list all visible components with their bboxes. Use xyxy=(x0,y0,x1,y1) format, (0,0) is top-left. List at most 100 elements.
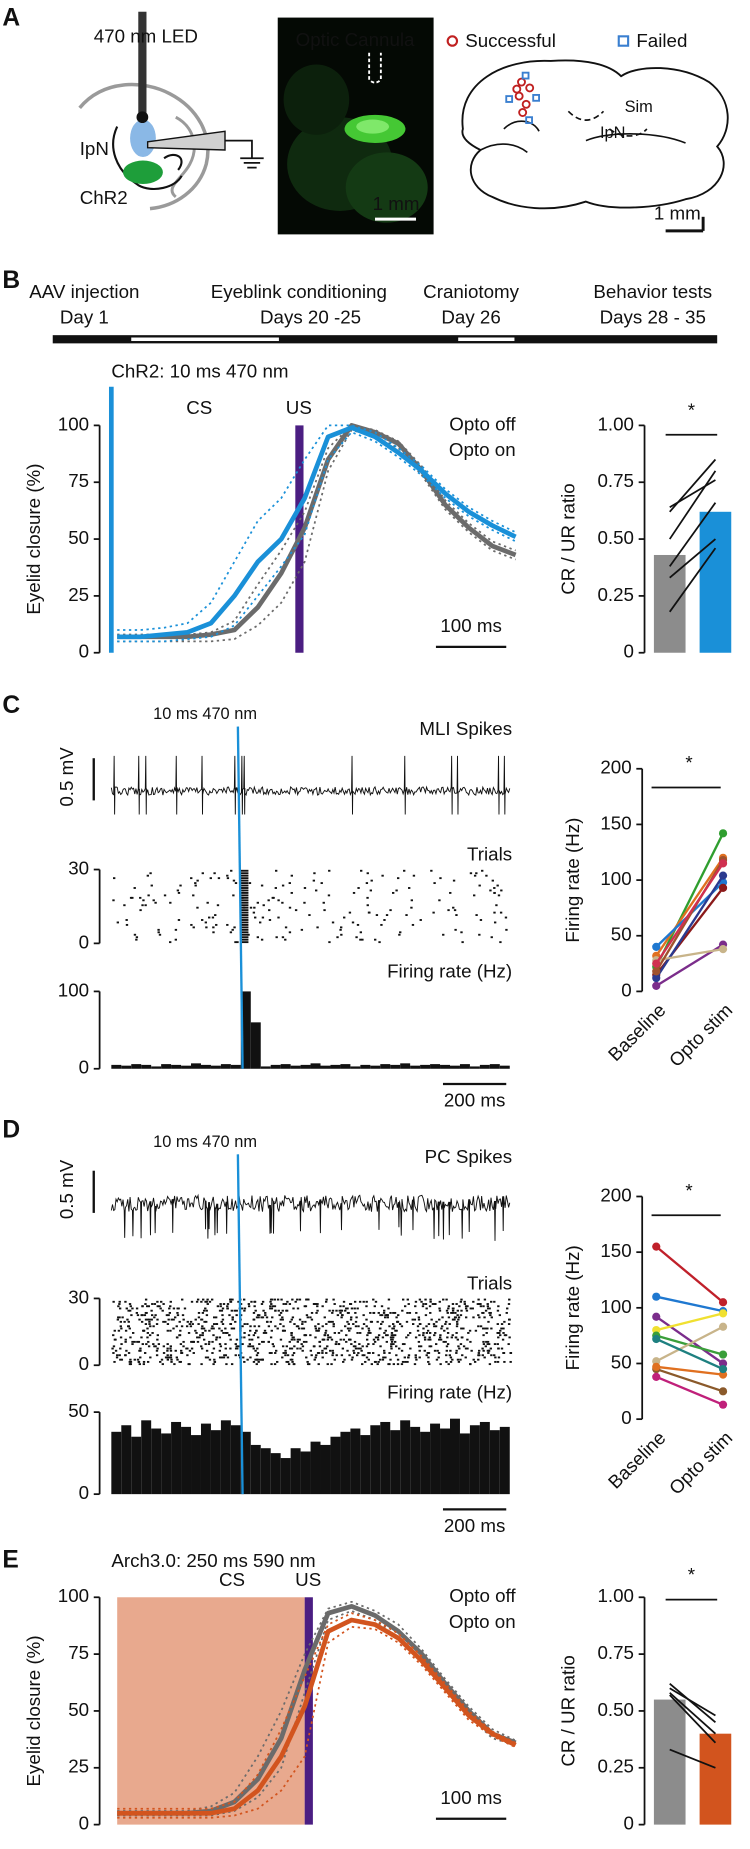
raster-dot xyxy=(442,933,445,936)
raster-dot xyxy=(309,1334,312,1337)
raster-dot xyxy=(256,936,260,939)
raster-dot xyxy=(491,879,494,882)
raster-dot xyxy=(202,1298,205,1301)
raster-dot xyxy=(167,1314,170,1317)
raster-dot xyxy=(247,1334,251,1337)
raster-dot xyxy=(301,1349,304,1352)
raster-dot xyxy=(445,1349,448,1352)
raster-dot xyxy=(392,891,395,894)
raster-dot xyxy=(231,1318,234,1321)
raster-dot xyxy=(325,1298,328,1301)
raster-dot xyxy=(149,872,152,875)
raster-dot xyxy=(441,1325,444,1328)
raster-dot xyxy=(112,1352,115,1354)
raster-dot xyxy=(486,1340,490,1343)
raster-dot xyxy=(407,1334,410,1337)
raster-dot xyxy=(176,889,180,892)
raster-dot xyxy=(426,1329,430,1332)
raster-dot xyxy=(169,1345,173,1348)
raster-dot xyxy=(357,887,360,889)
raster-dot xyxy=(212,1334,215,1337)
raster-dot xyxy=(137,1360,140,1363)
raster-dot xyxy=(354,1347,358,1350)
raster-dot xyxy=(362,1300,365,1303)
timeline-day: Day 26 xyxy=(441,307,500,328)
raster-dot xyxy=(396,1320,400,1323)
raster-dot xyxy=(478,884,481,887)
raster-dot xyxy=(488,1363,492,1366)
y-axis-label: Eyelid closure (%) xyxy=(23,1635,44,1786)
raster-dot xyxy=(365,1345,369,1348)
raster-dot xyxy=(381,1358,385,1361)
raster-dot xyxy=(201,1325,204,1328)
raster-dot xyxy=(378,941,381,944)
raster-dot xyxy=(446,1336,449,1339)
y-tick-label: 50 xyxy=(68,527,89,548)
raster-dot xyxy=(392,1336,395,1339)
raster-dot xyxy=(421,1305,425,1308)
raster-dot xyxy=(333,1332,336,1334)
raster-dot xyxy=(144,1298,148,1301)
raster-dot xyxy=(252,911,256,914)
raster-dot xyxy=(459,1343,463,1346)
raster-dot xyxy=(450,1311,453,1314)
raster-dot xyxy=(508,1336,511,1339)
raster-dot xyxy=(228,1334,231,1337)
raster-dot xyxy=(509,1360,512,1363)
raster-dot xyxy=(476,1303,480,1305)
raster-dot xyxy=(202,1327,206,1330)
raster-dot xyxy=(486,1327,489,1330)
raster-dot xyxy=(384,1329,387,1332)
raster-dot xyxy=(464,1305,468,1308)
raster-dot xyxy=(298,1327,301,1330)
raster-dot xyxy=(200,1327,204,1330)
raster-dot xyxy=(226,874,229,877)
raster-dot xyxy=(373,1305,376,1308)
shape-path xyxy=(163,153,183,171)
raster-dot xyxy=(393,1325,396,1328)
raster-dot xyxy=(507,1343,510,1346)
raster-dot xyxy=(224,1347,227,1350)
raster-dot xyxy=(113,877,116,880)
raster-dot xyxy=(438,1318,441,1321)
x-tick-label: Baseline xyxy=(604,999,670,1065)
raster-dot xyxy=(166,1329,169,1332)
raster-dot xyxy=(340,926,343,929)
raster-dot xyxy=(215,1323,219,1325)
raster-dot xyxy=(428,1305,432,1308)
raster-dot xyxy=(221,1314,224,1317)
raster-dot xyxy=(353,1340,357,1343)
raster-dot xyxy=(204,1329,207,1332)
raster-dot xyxy=(455,1320,459,1323)
raster-dot xyxy=(408,1332,412,1334)
raster-dot xyxy=(281,1316,284,1319)
raster-dot xyxy=(503,1360,506,1363)
raster-dot xyxy=(505,928,508,931)
raster-dot xyxy=(219,1305,222,1308)
raster-dot xyxy=(192,1340,195,1343)
raster-dot xyxy=(351,1356,354,1359)
point xyxy=(652,942,661,951)
raster-dot xyxy=(449,1349,452,1352)
hist-bar xyxy=(171,1421,182,1495)
raster-dot xyxy=(301,1345,305,1348)
raster-dot xyxy=(197,1323,200,1325)
raster-dot xyxy=(379,1314,382,1317)
raster-dot xyxy=(154,901,157,904)
raster-dot xyxy=(284,1354,287,1357)
raster-dot xyxy=(133,933,137,936)
raster-dot xyxy=(153,1303,157,1305)
raster-dot xyxy=(240,938,249,941)
raster-dot xyxy=(442,1298,445,1301)
raster-dot xyxy=(285,1345,288,1348)
raster-dot xyxy=(451,1358,454,1361)
raster-dot xyxy=(258,1343,261,1346)
raster-dot xyxy=(146,1332,149,1334)
raster-dot xyxy=(482,1343,486,1346)
raster-dot xyxy=(160,1358,164,1361)
raster-dot xyxy=(384,1314,387,1317)
pair-line xyxy=(655,874,725,979)
hist-bar xyxy=(131,1436,142,1495)
raster-dot xyxy=(293,1338,296,1341)
raster-dot xyxy=(205,1320,208,1323)
